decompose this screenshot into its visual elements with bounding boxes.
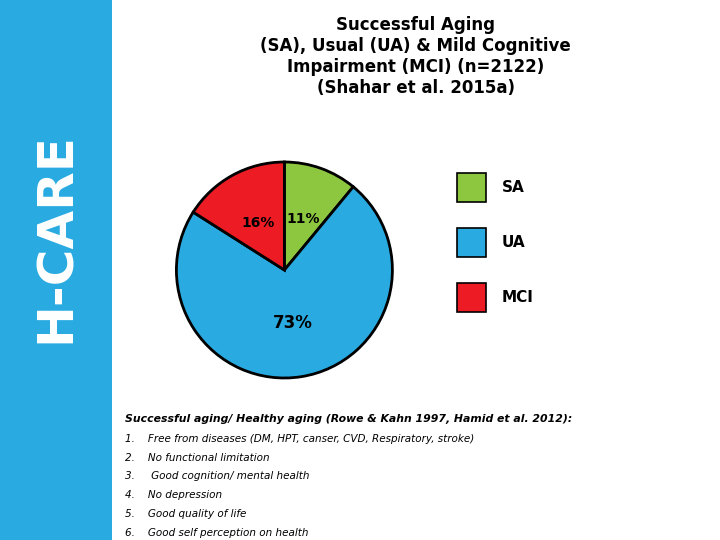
Text: SA: SA (502, 180, 524, 195)
Text: 3.     Good cognition/ mental health: 3. Good cognition/ mental health (125, 471, 310, 481)
Bar (457, 228, 486, 257)
Bar (457, 173, 486, 202)
Text: Successful aging/ Healthy aging (Rowe & Kahn 1997, Hamid et al. 2012):: Successful aging/ Healthy aging (Rowe & … (125, 414, 572, 424)
Bar (457, 283, 486, 312)
Wedge shape (193, 162, 284, 270)
Text: 5.    Good quality of life: 5. Good quality of life (125, 509, 246, 519)
Text: 6.    Good self perception on health: 6. Good self perception on health (125, 528, 308, 538)
Text: 16%: 16% (242, 215, 275, 230)
Text: Successful Aging
(SA), Usual (UA) & Mild Cognitive
Impairment (MCI) (n=2122)
(Sh: Successful Aging (SA), Usual (UA) & Mild… (261, 16, 571, 97)
Text: 1.    Free from diseases (DM, HPT, canser, CVD, Respiratory, stroke): 1. Free from diseases (DM, HPT, canser, … (125, 434, 474, 444)
Text: 73%: 73% (273, 314, 312, 332)
Wedge shape (284, 162, 354, 270)
Text: 11%: 11% (286, 212, 320, 226)
Wedge shape (176, 187, 392, 378)
Text: UA: UA (502, 235, 525, 250)
Text: 4.    No depression: 4. No depression (125, 490, 222, 500)
Text: MCI: MCI (502, 290, 534, 305)
Text: H-CARE: H-CARE (32, 132, 80, 343)
Text: 2.    No functional limitation: 2. No functional limitation (125, 453, 269, 463)
